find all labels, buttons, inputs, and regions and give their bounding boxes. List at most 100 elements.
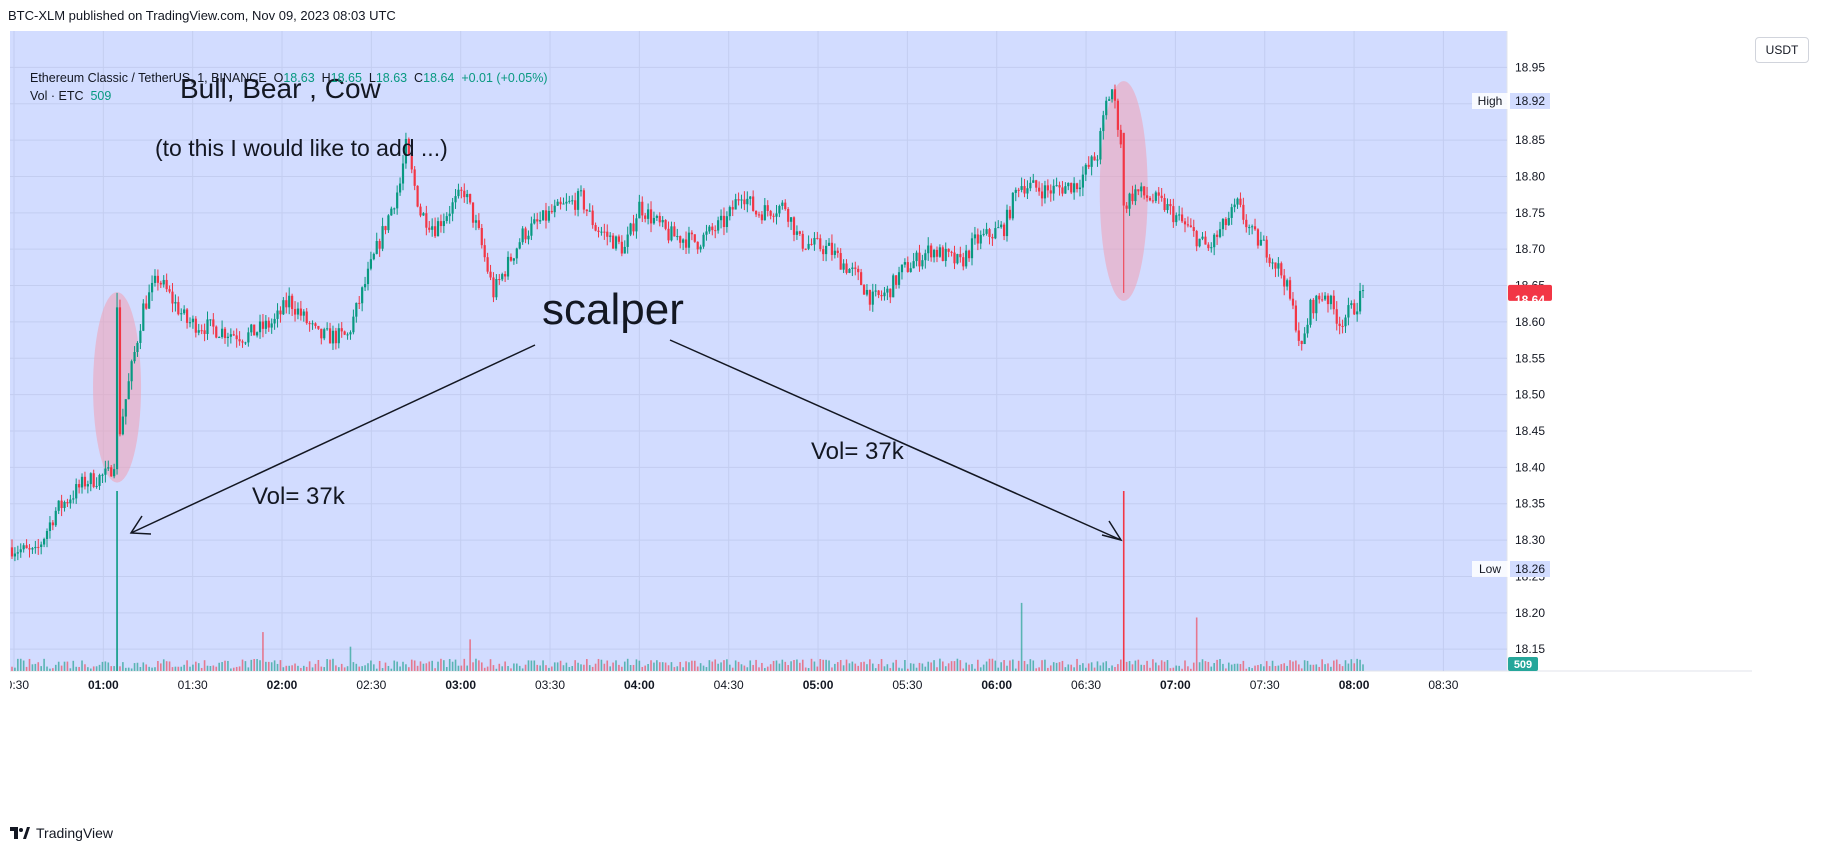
volume-bar (107, 662, 110, 671)
volume-bar (524, 664, 527, 671)
volume-bar (740, 664, 743, 671)
volume-bar (1014, 668, 1017, 671)
volume-bar (78, 666, 80, 671)
candle-body (620, 241, 623, 254)
volume-bar (1017, 660, 1020, 671)
chart-svg[interactable]: Bull, Bear , Cow (to this I would like t… (10, 31, 1752, 844)
volume-bar (1157, 665, 1160, 671)
volume-bar (1353, 663, 1356, 671)
volume-bar (151, 667, 153, 671)
time-tick-label: 08:00 (1339, 678, 1370, 692)
candle-body (150, 282, 154, 293)
volume-bar (256, 659, 258, 671)
volume-bar (848, 663, 851, 671)
volume-bar (1111, 665, 1113, 671)
candle-body (436, 221, 440, 237)
candle-body (807, 243, 810, 249)
time-axis[interactable]: 00:30 01:00 01:30 02:00 02:30 03:00 03:30 04:00… (10, 678, 1459, 692)
time-tick-label: 08:30 (1428, 678, 1458, 692)
candle-body (524, 228, 527, 240)
candle-body (559, 201, 562, 205)
volume-bar (19, 658, 22, 671)
volume-bar (556, 662, 559, 671)
volume-bar (696, 666, 699, 671)
candle-body (343, 331, 346, 335)
volume-bar (1140, 664, 1143, 671)
volume-bar (892, 662, 895, 671)
candle-body (110, 467, 113, 477)
volume-bar (1225, 668, 1227, 671)
chart-area[interactable]: Bull, Bear , Cow (to this I would like t… (10, 31, 1752, 844)
volume-bar (195, 661, 197, 671)
candle-body (369, 259, 373, 269)
candle-body (13, 553, 17, 557)
candle-body (1148, 197, 1152, 201)
volume-bar (1137, 659, 1140, 671)
volume-bar (329, 659, 331, 671)
candle-body (1262, 239, 1265, 241)
candle-body (725, 216, 728, 228)
candle-body (1326, 295, 1330, 305)
candle-body (1026, 188, 1029, 194)
volume-bar (119, 666, 121, 671)
volume-bar (921, 663, 924, 671)
candle-body (728, 207, 731, 217)
volume-bar (139, 667, 142, 671)
volume-bar (460, 665, 463, 671)
volume-bar (653, 662, 655, 671)
volume-bar (302, 665, 305, 671)
volume-bar (869, 659, 871, 671)
volume-bar (335, 665, 337, 671)
volume-bar (1023, 660, 1026, 671)
candle-body (810, 243, 813, 245)
plot-background[interactable] (10, 31, 1507, 671)
candle-body (1224, 218, 1227, 226)
candle-body (293, 309, 297, 315)
volume-bar (34, 663, 37, 671)
volume-bar (1327, 663, 1329, 671)
volume-bar (486, 666, 489, 671)
volume-bar (510, 668, 512, 671)
candle-body (857, 268, 860, 273)
volume-bar (1146, 660, 1148, 671)
candle-body (1353, 303, 1356, 315)
candle-body (1192, 227, 1195, 232)
volume-bar (1187, 666, 1189, 671)
volume-bar (402, 661, 404, 671)
volume-bar (22, 660, 25, 671)
open-label: O (273, 71, 284, 85)
volume-bar (408, 667, 410, 671)
candle-body (1157, 192, 1160, 196)
candle-body (787, 209, 790, 222)
volume-bar (790, 661, 792, 671)
volume-bar (924, 666, 927, 671)
volume-bar (390, 668, 393, 671)
volume-bar (1233, 663, 1236, 671)
footer-brand[interactable]: TradingView (10, 825, 113, 841)
annotation-vol-left: Vol= 37k (252, 483, 346, 510)
volume-bar (644, 665, 646, 671)
volume-bar (551, 666, 553, 671)
candle-body (1277, 263, 1280, 269)
volume-bar (1265, 661, 1268, 671)
volume-bar (113, 666, 115, 671)
candle-body (1358, 290, 1362, 312)
symbol-legend[interactable]: Ethereum Classic / TetherUS, 1, BINANCE … (30, 71, 547, 85)
candle-body (229, 334, 232, 337)
currency-button[interactable]: USDT (1755, 37, 1809, 63)
change-value: +0.01 (+0.05%) (461, 71, 548, 85)
candle-body (1029, 182, 1032, 189)
symbol-name[interactable]: Ethereum Classic / TetherUS, 1, BINANCE (30, 71, 267, 85)
candle-body (550, 210, 553, 213)
time-tick-label: 06:30 (1071, 678, 1101, 692)
volume-bar (591, 666, 594, 671)
volume-bar (1163, 661, 1166, 671)
candle-body (1128, 193, 1131, 209)
candle-body (492, 277, 495, 298)
volume-bar (49, 668, 51, 671)
volume-legend[interactable]: Vol · ETC 509 (30, 89, 111, 103)
volume-bar (247, 667, 250, 671)
candle-body (1280, 263, 1283, 276)
candle-body (585, 209, 588, 212)
volume-bar (866, 664, 868, 671)
